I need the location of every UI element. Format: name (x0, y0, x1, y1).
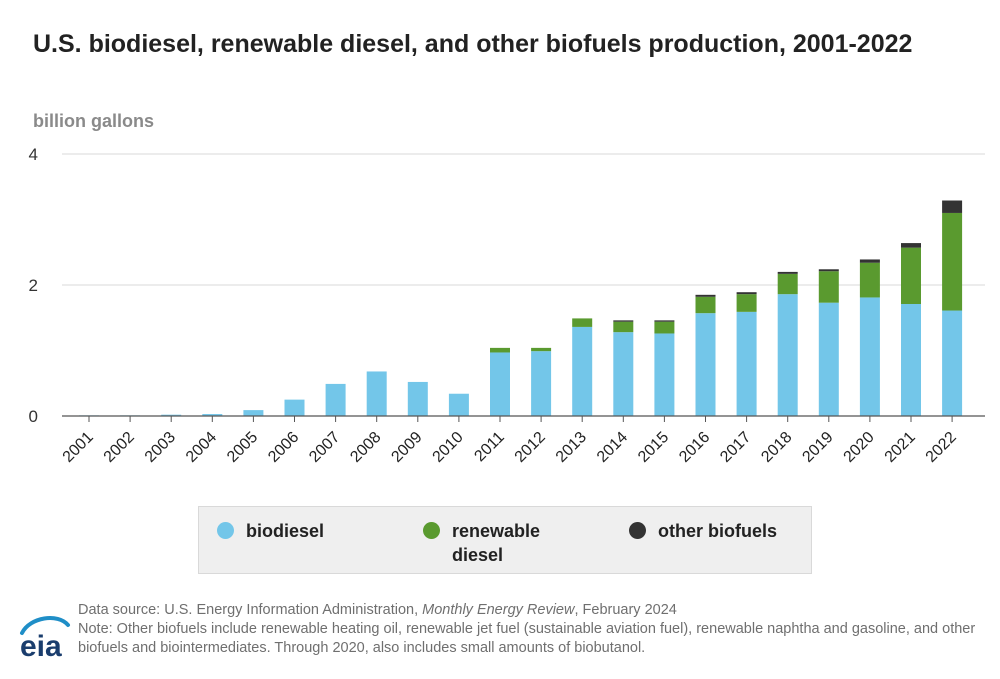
logo-text: eia (20, 630, 62, 661)
bar-renewable-diesel-2016 (695, 296, 716, 314)
legend-label-renewable-diesel: renewable diesel (452, 521, 541, 565)
bar-other-biofuels-2015 (654, 320, 675, 322)
bar-renewable-diesel-2020 (859, 262, 880, 298)
x-tick-label: 2018 (758, 429, 795, 466)
bar-biodiesel-2008 (366, 371, 387, 416)
bar-other-biofuels-2018 (777, 271, 798, 274)
x-tick-label: 2013 (553, 429, 590, 466)
bar-renewable-diesel-2018 (777, 273, 798, 295)
bar-biodiesel-2007 (325, 383, 346, 416)
bar-renewable-diesel-2014 (613, 321, 634, 333)
bar-other-biofuels-2020 (859, 259, 880, 263)
eia-logo-icon: eia (20, 616, 70, 661)
bar-renewable-diesel-2011 (490, 347, 510, 353)
bar-renewable-diesel-2017 (736, 294, 757, 312)
bar-other-biofuels-2021 (901, 243, 921, 248)
bar-other-biofuels-2019 (818, 269, 839, 272)
bar-biodiesel-2017 (736, 311, 757, 416)
chart-note: Note: Other biofuels include renewable h… (78, 621, 976, 656)
bar-renewable-diesel-2022 (942, 212, 963, 311)
legend-item-other-biofuels: other biofuels (629, 519, 777, 543)
bar-renewable-diesel-2015 (654, 321, 675, 334)
bar-biodiesel-2014 (613, 332, 634, 416)
x-tick-label: 2014 (594, 429, 631, 466)
x-tick-label: 2002 (101, 429, 138, 466)
bar-renewable-diesel-2019 (818, 271, 839, 303)
y-tick-label: 2 (29, 276, 38, 295)
bar-other-biofuels-2017 (736, 292, 757, 295)
x-tick-label: 2008 (347, 429, 384, 466)
legend-label-other-biofuels: other biofuels (658, 521, 778, 541)
bar-renewable-diesel-2013 (572, 318, 593, 327)
chart-legend: biodiesel renewable diesel other biofuel… (198, 506, 812, 574)
bar-biodiesel-2005 (243, 410, 264, 416)
bar-biodiesel-2003 (161, 414, 182, 416)
bar-other-biofuels-2014 (613, 320, 634, 322)
x-tick-label: 2006 (265, 429, 302, 466)
bar-biodiesel-2016 (695, 313, 716, 416)
bar-other-biofuels-2022 (942, 200, 963, 213)
bar-biodiesel-2018 (777, 294, 798, 416)
x-tick-label: 2019 (799, 429, 836, 466)
bar-biodiesel-2020 (859, 297, 880, 416)
bar-biodiesel-2015 (654, 333, 675, 416)
x-tick-label: 2015 (635, 429, 672, 466)
x-tick-label: 2010 (430, 429, 467, 466)
y-axis-unit-label: billion gallons (33, 111, 154, 131)
x-tick-label: 2009 (388, 429, 425, 466)
legend-label-biodiesel: biodiesel (246, 521, 325, 541)
y-tick-label: 4 (29, 145, 38, 164)
legend-item-biodiesel: biodiesel (217, 519, 324, 543)
x-tick-label: 2020 (841, 429, 878, 466)
bar-other-biofuels-2016 (695, 294, 716, 297)
x-tick-label: 2011 (471, 429, 507, 465)
chart-footer: Data source: U.S. Energy Information Adm… (78, 601, 978, 658)
x-tick-label: 2001 (60, 429, 97, 466)
chart-title: U.S. biodiesel, renewable diesel, and ot… (33, 30, 913, 58)
x-tick-label: 2012 (512, 429, 549, 466)
bar-biodiesel-2010 (448, 393, 469, 416)
x-tick-label: 2007 (306, 429, 343, 466)
x-tick-label: 2003 (142, 429, 179, 466)
bar-biodiesel-2004 (202, 414, 223, 416)
x-tick-label: 2022 (923, 429, 960, 466)
x-tick-label: 2021 (882, 429, 919, 466)
bar-biodiesel-2006 (284, 399, 305, 416)
x-tick-label: 2017 (717, 429, 754, 466)
x-tick-label: 2004 (183, 429, 220, 466)
x-tick-label: 2005 (224, 429, 261, 466)
bar-biodiesel-2021 (901, 303, 921, 416)
bar-biodiesel-2011 (490, 352, 510, 416)
x-tick-label: 2016 (676, 429, 713, 466)
bar-biodiesel-2019 (818, 302, 839, 416)
legend-swatch-biodiesel (217, 522, 234, 539)
legend-swatch-renewable-diesel (423, 522, 440, 539)
bar-renewable-diesel-2021 (901, 247, 921, 304)
y-tick-label: 0 (29, 407, 38, 426)
legend-item-renewable-diesel: renewable diesel (423, 519, 553, 567)
bar-renewable-diesel-2012 (531, 347, 552, 352)
bar-biodiesel-2012 (531, 351, 552, 416)
bar-biodiesel-2022 (942, 310, 963, 416)
bar-biodiesel-2013 (572, 326, 593, 416)
bar-biodiesel-2009 (407, 381, 428, 416)
data-source: Data source: U.S. Energy Information Adm… (78, 602, 677, 618)
legend-swatch-other-biofuels (629, 522, 646, 539)
